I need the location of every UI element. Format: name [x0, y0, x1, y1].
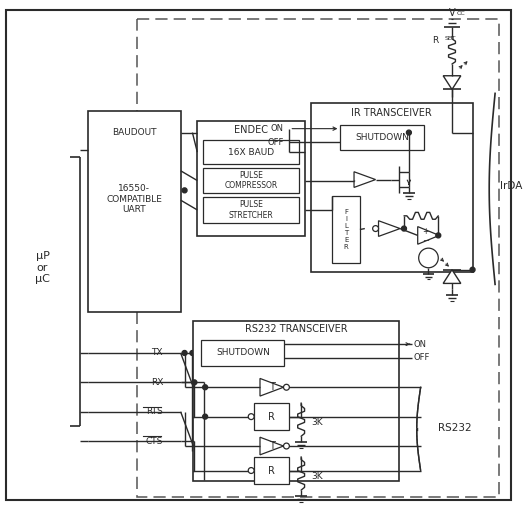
Polygon shape	[443, 270, 461, 284]
Polygon shape	[260, 379, 284, 396]
Text: SHUTDOWN: SHUTDOWN	[355, 133, 409, 142]
Bar	[197, 121, 305, 237]
Bar	[194, 320, 399, 481]
Polygon shape	[418, 226, 439, 244]
Text: R: R	[268, 412, 275, 422]
Text: V: V	[449, 8, 456, 18]
Circle shape	[407, 130, 411, 135]
Text: T: T	[269, 382, 275, 392]
Circle shape	[192, 380, 197, 385]
Text: ENDEC: ENDEC	[234, 125, 268, 134]
Bar	[340, 125, 423, 150]
Text: OFF: OFF	[267, 138, 284, 147]
Text: RS232: RS232	[438, 424, 472, 433]
Text: 3K: 3K	[311, 418, 322, 427]
Text: OFF: OFF	[414, 354, 430, 362]
Text: PULSE
STRETCHER: PULSE STRETCHER	[229, 200, 274, 220]
Circle shape	[401, 226, 407, 231]
Text: IR TRANSCEIVER: IR TRANSCEIVER	[351, 108, 432, 118]
Circle shape	[419, 248, 438, 268]
Bar	[254, 403, 289, 430]
Polygon shape	[260, 437, 284, 455]
Circle shape	[248, 468, 254, 474]
Text: BAUDOUT: BAUDOUT	[112, 128, 156, 137]
Bar	[332, 196, 360, 263]
Text: F
I
L
T
E
R: F I L T E R	[344, 209, 349, 250]
Bar	[203, 197, 299, 223]
Circle shape	[203, 385, 208, 390]
Text: 16550-
COMPATIBLE
UART: 16550- COMPATIBLE UART	[106, 184, 162, 214]
Text: R: R	[268, 466, 275, 476]
Bar	[311, 103, 472, 272]
Text: IrDA: IrDA	[500, 181, 522, 192]
Text: TX: TX	[151, 349, 163, 358]
Bar	[201, 340, 285, 366]
Text: +: +	[422, 227, 429, 236]
Bar	[203, 141, 299, 164]
Text: RX: RX	[150, 378, 163, 387]
Text: SHUTDOWN: SHUTDOWN	[216, 349, 270, 358]
Text: RS232 TRANSCEIVER: RS232 TRANSCEIVER	[245, 324, 348, 335]
Circle shape	[248, 414, 254, 420]
Bar	[254, 457, 289, 484]
Bar	[88, 111, 180, 312]
Circle shape	[203, 414, 208, 419]
Text: CTS: CTS	[146, 436, 163, 446]
Circle shape	[201, 380, 207, 385]
Text: PULSE
COMPRESSOR: PULSE COMPRESSOR	[225, 171, 278, 190]
Circle shape	[182, 351, 187, 356]
Circle shape	[190, 351, 195, 356]
Bar	[203, 168, 299, 193]
Circle shape	[436, 233, 441, 238]
Text: −: −	[422, 236, 429, 245]
Text: 16X BAUD: 16X BAUD	[228, 148, 274, 157]
Circle shape	[182, 188, 187, 193]
Circle shape	[470, 267, 475, 272]
Circle shape	[284, 443, 289, 449]
Text: R: R	[432, 36, 438, 45]
Text: 3K: 3K	[311, 472, 322, 481]
Polygon shape	[354, 172, 376, 188]
Text: CC: CC	[457, 11, 466, 15]
Text: ON: ON	[414, 340, 427, 349]
Text: SET: SET	[444, 36, 456, 41]
Polygon shape	[443, 76, 461, 89]
Text: μP
or
μC: μP or μC	[35, 251, 50, 284]
Circle shape	[284, 384, 289, 390]
Text: T: T	[269, 441, 275, 451]
Polygon shape	[379, 221, 400, 237]
Text: ON: ON	[270, 124, 284, 133]
Text: RTS: RTS	[146, 407, 163, 416]
Bar	[137, 19, 499, 497]
Circle shape	[372, 226, 379, 231]
